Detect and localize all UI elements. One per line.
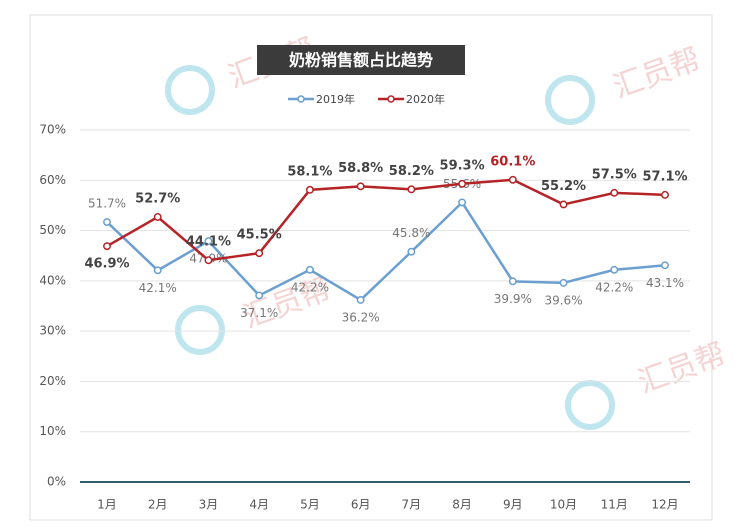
point	[356, 182, 365, 191]
x-tick-label: 5月	[300, 498, 320, 512]
point	[103, 242, 111, 251]
series-line	[106, 200, 666, 302]
y-tick-label: 50%	[39, 223, 66, 237]
y-tick-label: 10%	[39, 424, 66, 438]
point	[610, 188, 619, 197]
y-tick-label: 30%	[39, 324, 66, 338]
title-box	[257, 45, 465, 75]
point	[356, 296, 365, 304]
value-label: 37.1%	[240, 306, 278, 320]
point	[458, 198, 467, 207]
chart-border	[29, 14, 713, 521]
value-label: 52.7%	[135, 191, 180, 206]
point	[559, 200, 568, 209]
point	[255, 249, 264, 258]
point	[559, 278, 568, 287]
point	[103, 218, 111, 226]
x-tick-label: 2月	[148, 498, 168, 512]
value-label: 42.2%	[595, 280, 633, 294]
value-label: 57.1%	[642, 169, 687, 184]
value-label: 58.1%	[287, 164, 332, 179]
y-tick-label: 0%	[47, 475, 66, 489]
y-tick-label: 60%	[39, 173, 66, 187]
legend-marker	[387, 95, 395, 103]
value-label: 42.1%	[139, 281, 177, 295]
point	[407, 185, 416, 194]
x-tick-label: 10月	[550, 498, 577, 512]
point	[610, 265, 619, 274]
x-tick-label: 7月	[402, 498, 422, 512]
x-tick-label: 6月	[351, 498, 371, 512]
x-tick-label: 9月	[503, 498, 523, 512]
point	[204, 237, 213, 246]
value-label: 58.8%	[338, 161, 383, 176]
value-label: 45.8%	[392, 226, 430, 240]
point	[407, 247, 416, 256]
point	[508, 175, 517, 184]
x-tick-label: 12月	[651, 498, 678, 512]
point	[458, 179, 467, 188]
value-label: 43.1%	[646, 276, 684, 290]
value-label: 60.1%	[490, 154, 535, 169]
point	[661, 261, 669, 270]
value-label: 58.2%	[389, 164, 434, 179]
watermark-logo	[165, 65, 215, 115]
value-label: 59.3%	[440, 158, 485, 173]
value-label: 55.2%	[541, 179, 586, 194]
value-label: 46.9%	[84, 257, 129, 272]
point	[661, 190, 669, 199]
point	[305, 185, 314, 194]
value-label: 44.1%	[186, 235, 231, 250]
series-line	[106, 178, 666, 262]
value-label: 57.5%	[592, 167, 637, 182]
watermark-logo	[175, 305, 225, 355]
watermark-logo	[565, 380, 615, 430]
y-tick-label: 20%	[39, 374, 66, 388]
legend-label: 2019年	[316, 92, 355, 106]
value-label: 42.2%	[291, 280, 329, 294]
value-label: 39.9%	[494, 292, 532, 306]
legend-label: 2020年	[406, 92, 445, 106]
point	[153, 213, 162, 221]
y-tick-label: 70%	[39, 123, 66, 137]
point	[153, 266, 162, 275]
point	[255, 291, 264, 300]
x-tick-label: 4月	[249, 498, 269, 512]
point	[508, 277, 517, 286]
point	[204, 256, 213, 265]
x-tick-label: 1月	[97, 498, 117, 512]
legend-marker	[297, 95, 305, 103]
x-tick-label: 11月	[601, 498, 628, 512]
x-tick-label: 3月	[199, 498, 219, 512]
value-label: 51.7%	[88, 197, 126, 211]
watermark-logo	[545, 75, 595, 125]
point	[305, 265, 314, 274]
value-label: 45.5%	[237, 228, 282, 243]
chart-title: 奶粉销售额占比趋势	[289, 51, 433, 70]
value-label: 36.2%	[342, 310, 380, 324]
y-tick-label: 40%	[39, 273, 66, 287]
x-tick-label: 8月	[452, 498, 472, 512]
value-label: 39.6%	[544, 293, 582, 307]
